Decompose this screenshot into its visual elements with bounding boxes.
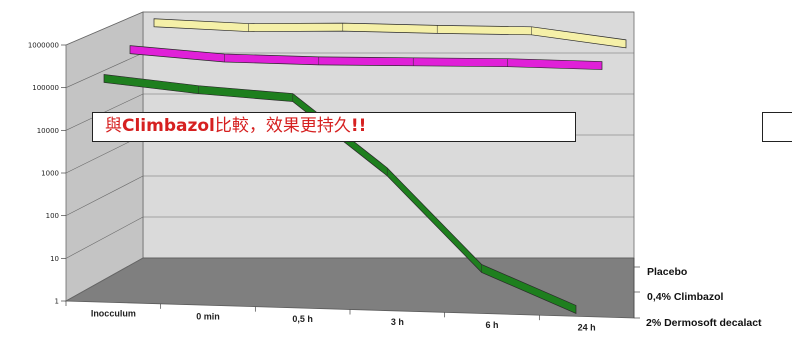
y-tick-label: 100000 [32,84,59,92]
x-tick-label: 24 h [578,323,596,333]
chart-side-wall [65,11,144,302]
callout-box: 與Climbazol比較，效果更持久!! [92,112,576,142]
y-tick-label: 1000 [41,170,59,178]
callout-exclaim: !! [350,116,367,136]
gridline-side [65,52,144,88]
x-tick-label: 6 h [485,320,498,330]
x-tick-label: 0,5 h [292,314,313,324]
series-ribbons [103,18,627,315]
legend-label: 2% Dermosoft decalact [646,317,762,329]
callout-bold: Climbazol [122,116,215,136]
x-tick-label: 3 h [391,317,404,327]
series-legend: Placebo 0,4% Climbazol 2% Dermosoft decala… [633,258,762,329]
partial-callout-box [762,112,792,142]
chart-floor [64,257,635,319]
gridline-side [65,257,144,302]
x-tick-label: 0 min [196,311,220,321]
legend-label: 0,4% Climbazol [647,291,724,303]
x-axis: Inocculum 0 min 0,5 h 3 h 6 h 24 h [65,301,596,333]
gridline-side [65,216,144,259]
x-tick-label: Inocculum [91,308,136,318]
y-tick-label: 10000 [37,127,59,135]
gridline-side [65,175,144,216]
legend-label: Placebo [647,266,687,278]
y-tick-label: 10 [50,255,59,263]
callout-middle: 比較，效果更持久 [214,116,351,136]
y-tick-label: 100 [46,212,59,220]
y-axis: 1000000 100000 10000 1000 100 10 1 [28,42,66,306]
callout-prefix: 與 [105,116,122,136]
y-tick-label: 1 [55,298,59,306]
y-tick-label: 1000000 [28,42,59,50]
gridline-side [65,11,144,46]
